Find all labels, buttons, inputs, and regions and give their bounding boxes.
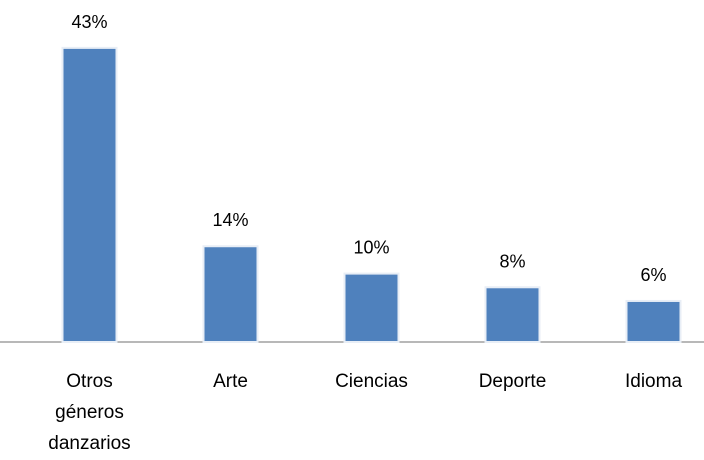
data-label: 10% <box>353 238 389 258</box>
bar <box>343 272 400 344</box>
bar <box>484 286 541 343</box>
x-tick-label: Otros géneros danzarios <box>48 371 131 454</box>
data-label: 14% <box>212 210 248 230</box>
data-label: 6% <box>640 265 666 285</box>
data-label: 8% <box>499 251 525 271</box>
bar <box>202 245 259 344</box>
x-tick-label: Arte <box>213 371 248 392</box>
x-tick-label: Idioma <box>624 371 683 392</box>
bar <box>61 46 118 343</box>
x-tick-label: Ciencias <box>335 371 408 392</box>
data-label: 43% <box>71 12 107 32</box>
bar <box>625 299 682 343</box>
x-tick-label: Deporte <box>478 371 547 392</box>
